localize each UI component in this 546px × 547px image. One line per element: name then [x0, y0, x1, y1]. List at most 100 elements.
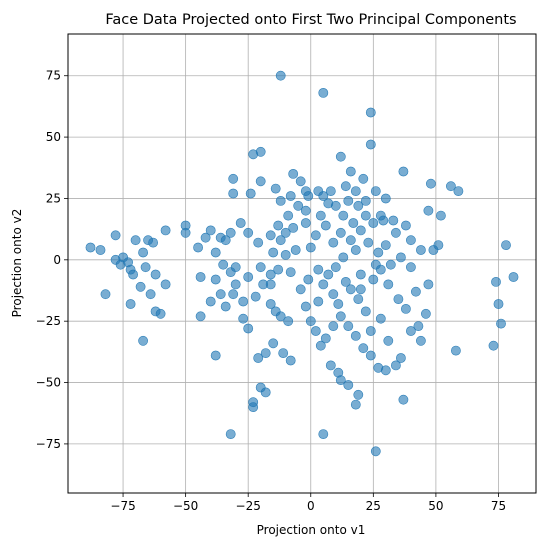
scatter-point: [315, 340, 326, 351]
scatter-point: [343, 195, 354, 206]
scatter-point: [283, 210, 294, 221]
scatter-point: [390, 360, 401, 371]
scatter-point: [85, 242, 96, 253]
y-tick-label: 50: [46, 130, 61, 144]
scatter-point: [260, 387, 271, 398]
scatter-point: [265, 230, 276, 241]
scatter-point: [395, 252, 406, 263]
scatter-point: [275, 195, 286, 206]
scatter-point: [210, 274, 221, 285]
scatter-point: [325, 360, 336, 371]
scatter-point: [135, 281, 146, 292]
scatter-point: [243, 323, 254, 334]
scatter-point: [383, 279, 394, 290]
scatter-point: [338, 210, 349, 221]
scatter-point: [343, 380, 354, 390]
y-axis-label: Projection onto v2: [10, 209, 24, 318]
scatter-point: [445, 181, 456, 192]
axis-ticks: −75 −50 −25 0 25 50 75 −75 −50 −25 0 25 50 75: [36, 69, 506, 513]
scatter-point: [145, 289, 156, 300]
scatter-point: [453, 186, 464, 196]
y-tick-label: −50: [36, 376, 61, 390]
scatter-point: [343, 321, 354, 331]
scatter-point: [303, 191, 314, 201]
scatter-point: [345, 284, 356, 295]
scatter-point: [388, 215, 399, 226]
scatter-point: [318, 191, 329, 201]
scatter-point: [355, 225, 366, 236]
scatter-point: [333, 299, 344, 309]
scatter-point: [340, 181, 351, 192]
scatter-point: [501, 240, 511, 250]
scatter-point: [373, 247, 384, 258]
scatter-point: [300, 205, 311, 216]
scatter-point: [368, 218, 379, 228]
scatter-point: [355, 284, 366, 295]
data-points: [85, 70, 519, 457]
x-tick-label: 75: [491, 499, 506, 513]
scatter-point: [350, 245, 361, 255]
x-tick-label: −75: [110, 499, 135, 513]
scatter-point: [380, 240, 391, 250]
scatter-point: [288, 168, 299, 179]
scatter-point: [238, 296, 249, 307]
scatter-point: [295, 176, 306, 187]
scatter-point: [230, 262, 241, 273]
scatter-point: [410, 286, 421, 297]
scatter-point: [325, 186, 336, 196]
scatter-point: [150, 269, 161, 280]
scatter-point: [245, 188, 256, 199]
scatter-point: [180, 227, 191, 238]
scatter-point: [353, 389, 364, 400]
scatter-point: [370, 186, 381, 196]
y-tick-label: 0: [53, 253, 61, 267]
scatter-point: [335, 375, 346, 385]
scatter-point: [335, 227, 346, 238]
scatter-point: [335, 311, 346, 322]
scatter-point: [285, 355, 296, 366]
scatter-point: [318, 279, 329, 290]
scatter-point: [265, 269, 276, 280]
scatter-point: [270, 183, 281, 194]
chart-title: Face Data Projected onto First Two Princ…: [105, 12, 516, 28]
scatter-point: [433, 240, 444, 250]
scatter-point: [243, 227, 254, 238]
scatter-point: [360, 306, 371, 317]
x-tick-label: 50: [428, 499, 443, 513]
scatter-point: [355, 269, 366, 280]
scatter-point: [228, 289, 239, 300]
scatter-point: [293, 200, 304, 211]
scatter-point: [353, 200, 364, 211]
scatter-point: [260, 348, 271, 358]
scatter-point: [218, 259, 229, 270]
scatter-point: [405, 326, 416, 336]
scatter-point: [268, 338, 279, 349]
scatter-point: [230, 279, 241, 290]
scatter-point: [353, 294, 364, 304]
scatter-point: [328, 289, 339, 300]
scatter-point: [488, 340, 499, 351]
scatter-point: [400, 220, 411, 231]
scatter-point: [253, 237, 264, 248]
scatter-point: [140, 262, 151, 273]
y-tick-label: −25: [36, 314, 61, 328]
scatter-point: [383, 335, 394, 346]
scatter-point: [280, 227, 291, 238]
scatter-point: [310, 326, 321, 336]
scatter-point: [195, 272, 206, 282]
scatter-point: [380, 193, 391, 204]
x-tick-label: −50: [173, 499, 198, 513]
scatter-point: [345, 166, 356, 177]
scatter-point: [220, 301, 231, 312]
scatter-point: [250, 291, 261, 302]
scatter-point: [405, 235, 416, 246]
scatter-point: [313, 296, 324, 307]
scatter-point: [305, 316, 316, 327]
scatter-point: [155, 308, 166, 319]
scatter-point: [305, 242, 316, 253]
plot-frame: [67, 33, 537, 494]
scatter-point: [368, 274, 379, 285]
scatter-point: [320, 220, 331, 231]
scatter-point: [365, 139, 376, 150]
